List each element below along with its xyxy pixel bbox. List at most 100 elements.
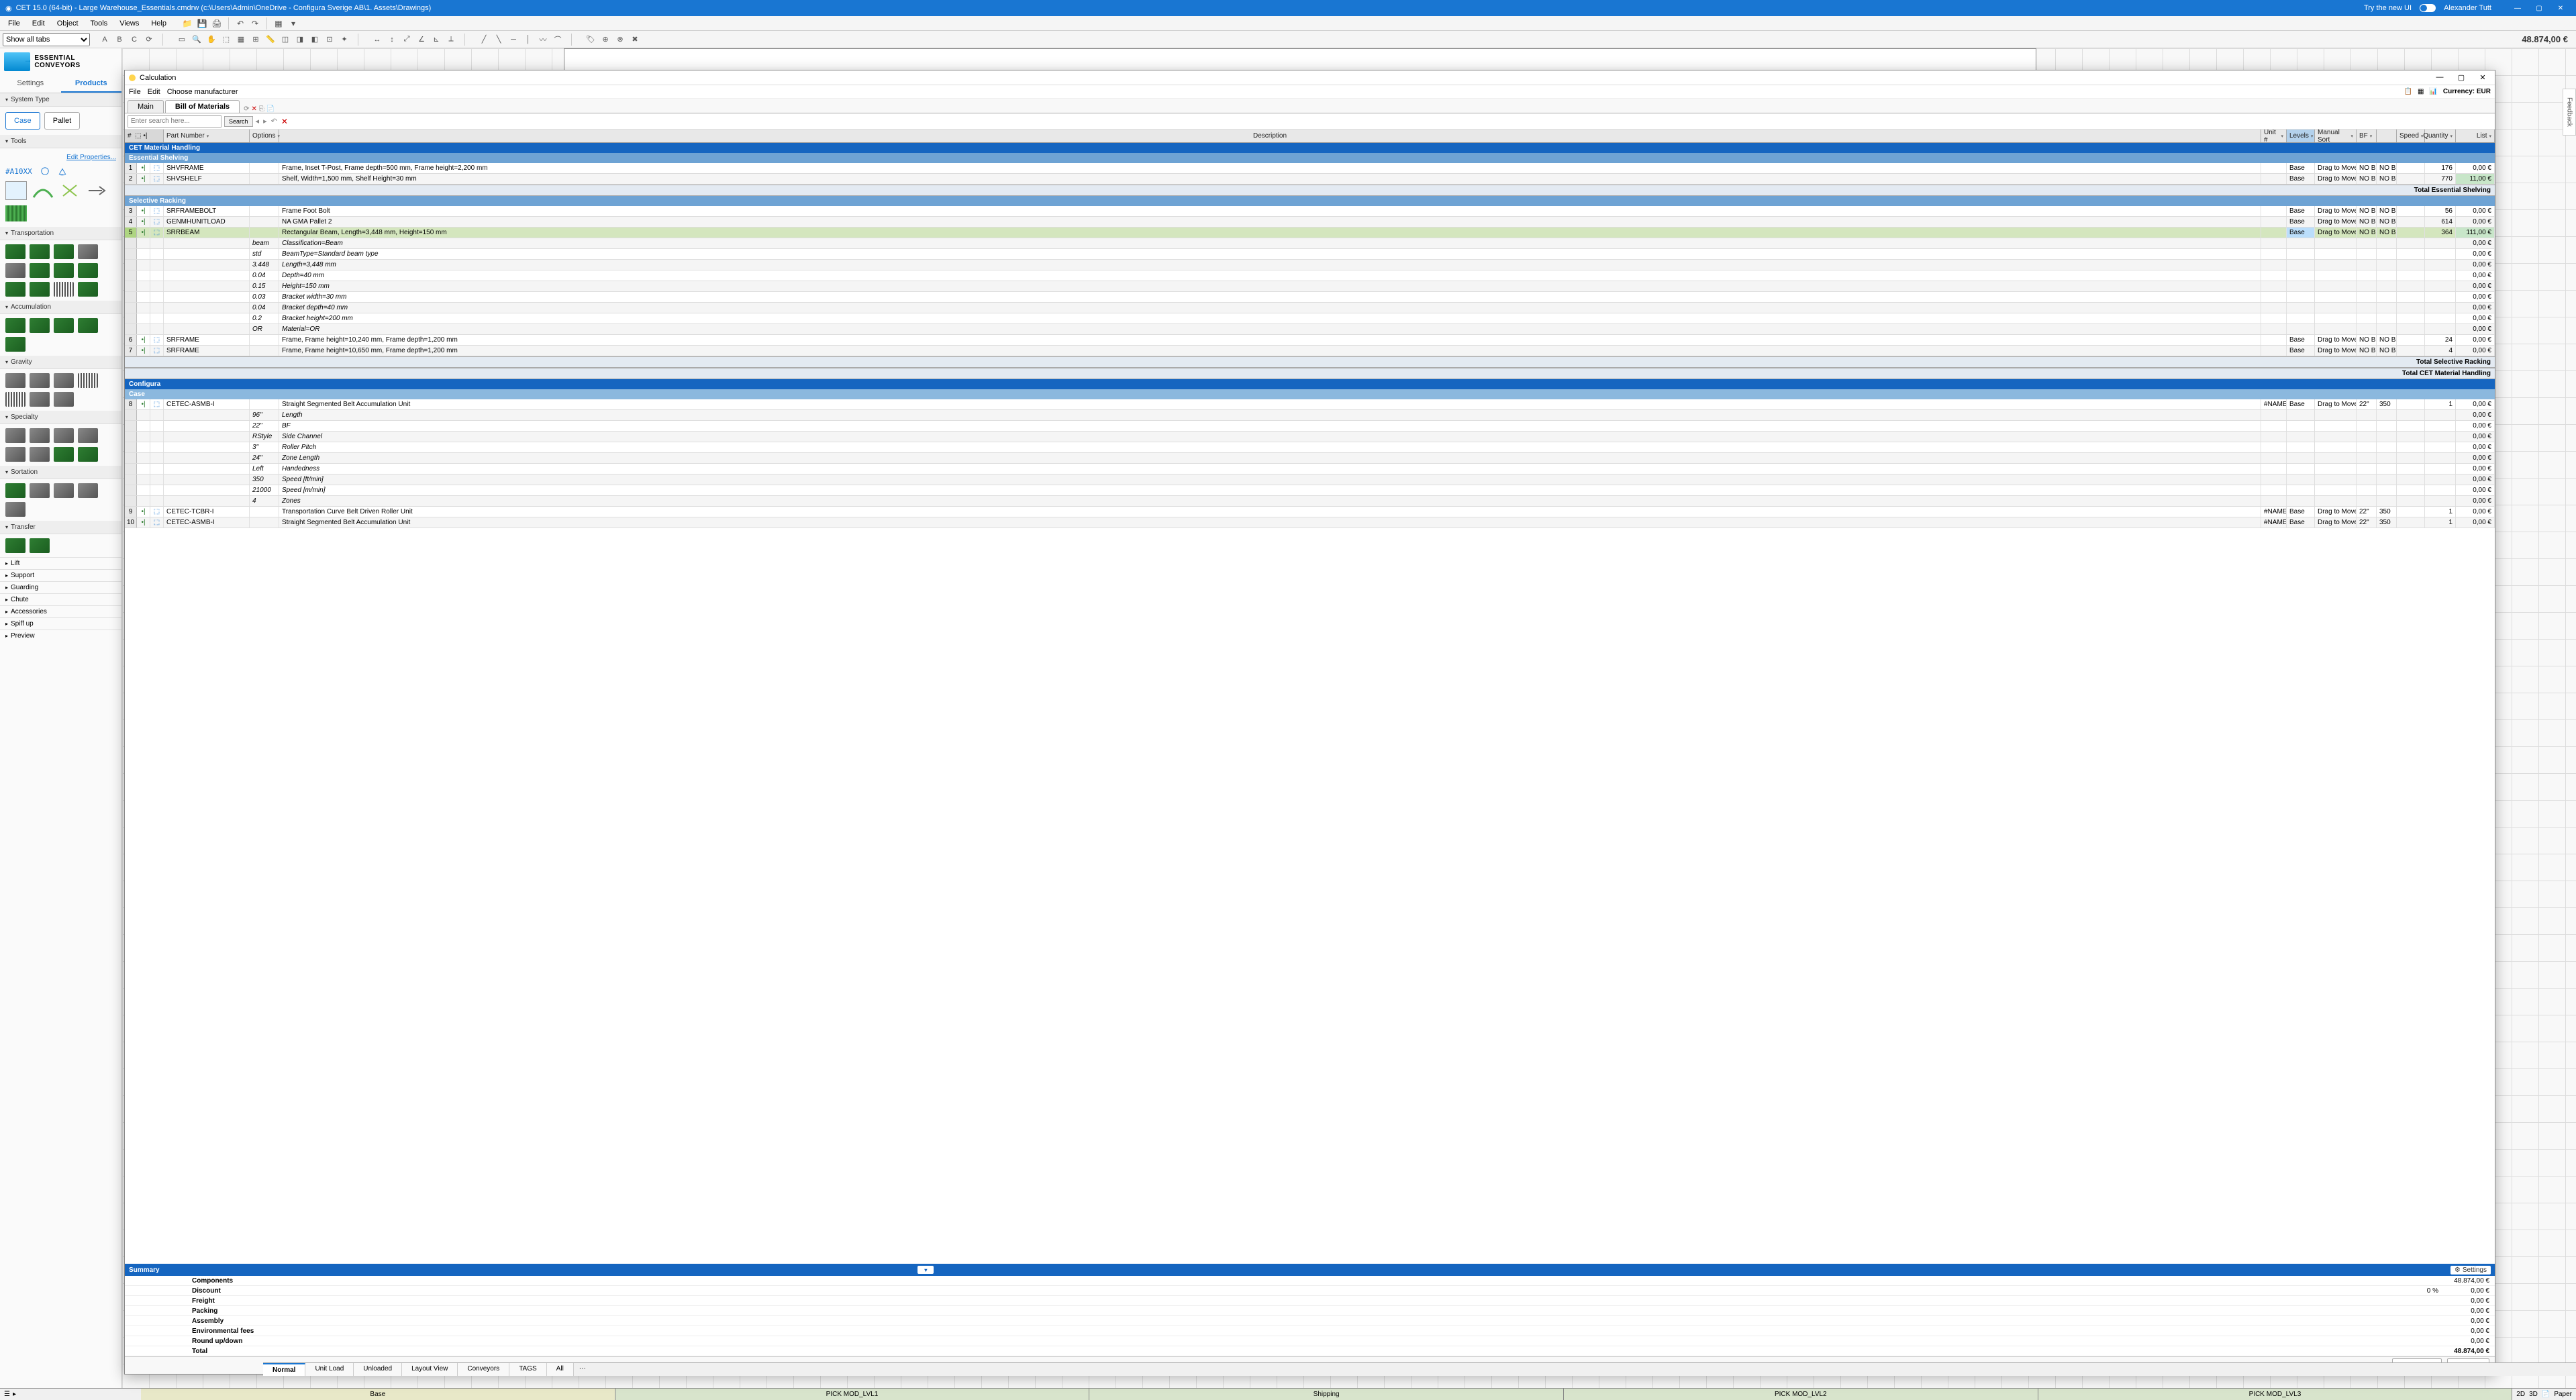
thumb[interactable] — [30, 392, 50, 407]
thumb[interactable] — [5, 538, 26, 553]
shape-cross[interactable] — [59, 181, 81, 200]
tool-grid[interactable]: ▦ — [234, 33, 248, 46]
thumb[interactable] — [5, 483, 26, 498]
section-lift[interactable]: Lift — [0, 557, 121, 569]
module-lvl1[interactable]: PICK MOD_LVL1 — [615, 1389, 1090, 1400]
col-desc[interactable]: Description — [279, 130, 2261, 142]
thumb[interactable] — [54, 483, 74, 498]
col-manual-sort[interactable]: Manual Sort — [2315, 130, 2357, 142]
thumb[interactable] — [78, 282, 98, 297]
thumb[interactable] — [78, 447, 98, 462]
thumb[interactable] — [5, 392, 26, 407]
tool-curve[interactable]: 〰 — [536, 33, 550, 46]
grid-body[interactable]: CET Material HandlingEssential Shelving1… — [125, 143, 2495, 1264]
thumb[interactable] — [30, 318, 50, 333]
thumb[interactable] — [54, 392, 74, 407]
section-accessories[interactable]: Accessories — [0, 605, 121, 617]
thumb[interactable] — [5, 373, 26, 388]
module-add-icon[interactable]: ▸ — [13, 1391, 16, 1398]
thumb[interactable] — [30, 263, 50, 278]
section-chute[interactable]: Chute — [0, 593, 121, 605]
thumb[interactable] — [54, 244, 74, 259]
tool-snap[interactable]: ⊞ — [249, 33, 262, 46]
detail-row[interactable]: 0.04Depth=40 mm0,00 € — [125, 270, 2495, 281]
section-guarding[interactable]: Guarding — [0, 581, 121, 593]
tool-line4[interactable]: │ — [522, 33, 535, 46]
calc-icon2[interactable]: ▦ — [2418, 88, 2424, 95]
menu-file[interactable]: File — [3, 18, 26, 29]
data-row[interactable]: 3•|⬚SRFRAMEBOLTFrame Foot BoltBaseDrag t… — [125, 206, 2495, 217]
tool-dim5[interactable]: ⊾ — [430, 33, 443, 46]
group-row[interactable]: Case — [125, 389, 2495, 399]
section-spiffup[interactable]: Spiff up — [0, 617, 121, 630]
module-base[interactable]: Base — [141, 1389, 615, 1400]
open-icon[interactable]: 📁 — [181, 17, 193, 30]
tool-measure[interactable]: 📏 — [264, 33, 277, 46]
section-system-type[interactable]: System Type — [0, 93, 121, 107]
thumb[interactable] — [5, 263, 26, 278]
tool-b[interactable]: B — [113, 33, 126, 46]
col-opt[interactable]: Options — [250, 130, 279, 142]
user-name[interactable]: Alexander Tutt — [2444, 4, 2491, 12]
tool-tag2[interactable]: ⊕ — [599, 33, 612, 46]
col-unit[interactable]: Unit # — [2261, 130, 2287, 142]
tool-del[interactable]: ✖ — [628, 33, 642, 46]
view-paper-icon[interactable]: 📄 — [2542, 1391, 2550, 1398]
col-speed[interactable]: Speed — [2397, 130, 2425, 142]
search-input[interactable] — [128, 115, 221, 128]
thumb[interactable] — [78, 428, 98, 443]
calc-tab-main[interactable]: Main — [128, 100, 164, 113]
data-row[interactable]: 5•|⬚SRRBEAMRectangular Beam, Length=3,44… — [125, 228, 2495, 238]
tab-icon-copy[interactable]: ⎘ — [259, 105, 264, 113]
tool-dim3[interactable]: ⤢ — [400, 33, 413, 46]
data-row[interactable]: 8•|⬚CETEC-ASMB-IStraight Segmented Belt … — [125, 399, 2495, 410]
tab-icon-refresh[interactable]: ⟳ — [244, 105, 249, 113]
thumb[interactable] — [5, 428, 26, 443]
calc-currency[interactable]: Currency: EUR — [2443, 88, 2491, 95]
search-next-icon[interactable]: ▸ — [263, 117, 267, 126]
tool-g2[interactable]: ◨ — [293, 33, 307, 46]
detail-row[interactable]: 24"Zone Length0,00 € — [125, 453, 2495, 464]
tool-zoom[interactable]: 🔍 — [190, 33, 203, 46]
view-3d[interactable]: 3D — [2529, 1391, 2538, 1398]
module-lvl2[interactable]: PICK MOD_LVL2 — [1564, 1389, 2038, 1400]
tool-dim6[interactable]: ⟂ — [444, 33, 458, 46]
detail-row[interactable]: 21000Speed [m/min]0,00 € — [125, 485, 2495, 496]
col-bf[interactable]: BF — [2357, 130, 2377, 142]
section-specialty[interactable]: Specialty — [0, 411, 121, 424]
thumb[interactable] — [5, 337, 26, 352]
save-icon[interactable]: 💾 — [196, 17, 208, 30]
detail-row[interactable]: 96"Length0,00 € — [125, 410, 2495, 421]
menu-object[interactable]: Object — [52, 18, 84, 29]
shape-curve[interactable] — [32, 181, 54, 200]
section-gravity[interactable]: Gravity — [0, 356, 121, 369]
tool-g5[interactable]: ✦ — [338, 33, 351, 46]
detail-row[interactable]: beamClassification=Beam0,00 € — [125, 238, 2495, 249]
thumb[interactable] — [5, 502, 26, 517]
calc-close[interactable]: ✕ — [2475, 73, 2491, 82]
thumb[interactable] — [30, 244, 50, 259]
tool-dim1[interactable]: ↔ — [370, 33, 384, 46]
calc-icon1[interactable]: 📋 — [2404, 88, 2412, 95]
tool-arc[interactable]: ⌒ — [551, 33, 564, 46]
calc-menu-edit[interactable]: Edit — [148, 88, 160, 96]
canvas-area[interactable]: Feedback Calculation — ▢ ✕ File Edit Cho… — [122, 48, 2576, 1388]
thumb[interactable] — [54, 282, 74, 297]
section-tools[interactable]: Tools — [0, 135, 121, 148]
tool-select[interactable]: ⬚ — [219, 33, 233, 46]
tab-layout[interactable]: Layout View — [402, 1363, 458, 1376]
detail-row[interactable]: 0.04Bracket depth=40 mm0,00 € — [125, 303, 2495, 313]
pallet-button[interactable]: Pallet — [44, 112, 81, 130]
detail-row[interactable]: 0.03Bracket width=30 mm0,00 € — [125, 292, 2495, 303]
close-button[interactable]: ✕ — [2550, 2, 2571, 14]
module-lvl3[interactable]: PICK MOD_LVL3 — [2038, 1389, 2513, 1400]
thumb[interactable] — [30, 483, 50, 498]
tool-g1[interactable]: ◫ — [279, 33, 292, 46]
section-sortation[interactable]: Sortation — [0, 466, 121, 479]
tool-g3[interactable]: ◧ — [308, 33, 321, 46]
tab-normal[interactable]: Normal — [263, 1363, 305, 1376]
sidebar-tab-settings[interactable]: Settings — [0, 75, 61, 93]
tab-unitload[interactable]: Unit Load — [305, 1363, 354, 1376]
tool-line3[interactable]: ─ — [507, 33, 520, 46]
col-part[interactable]: Part Number — [164, 130, 250, 142]
